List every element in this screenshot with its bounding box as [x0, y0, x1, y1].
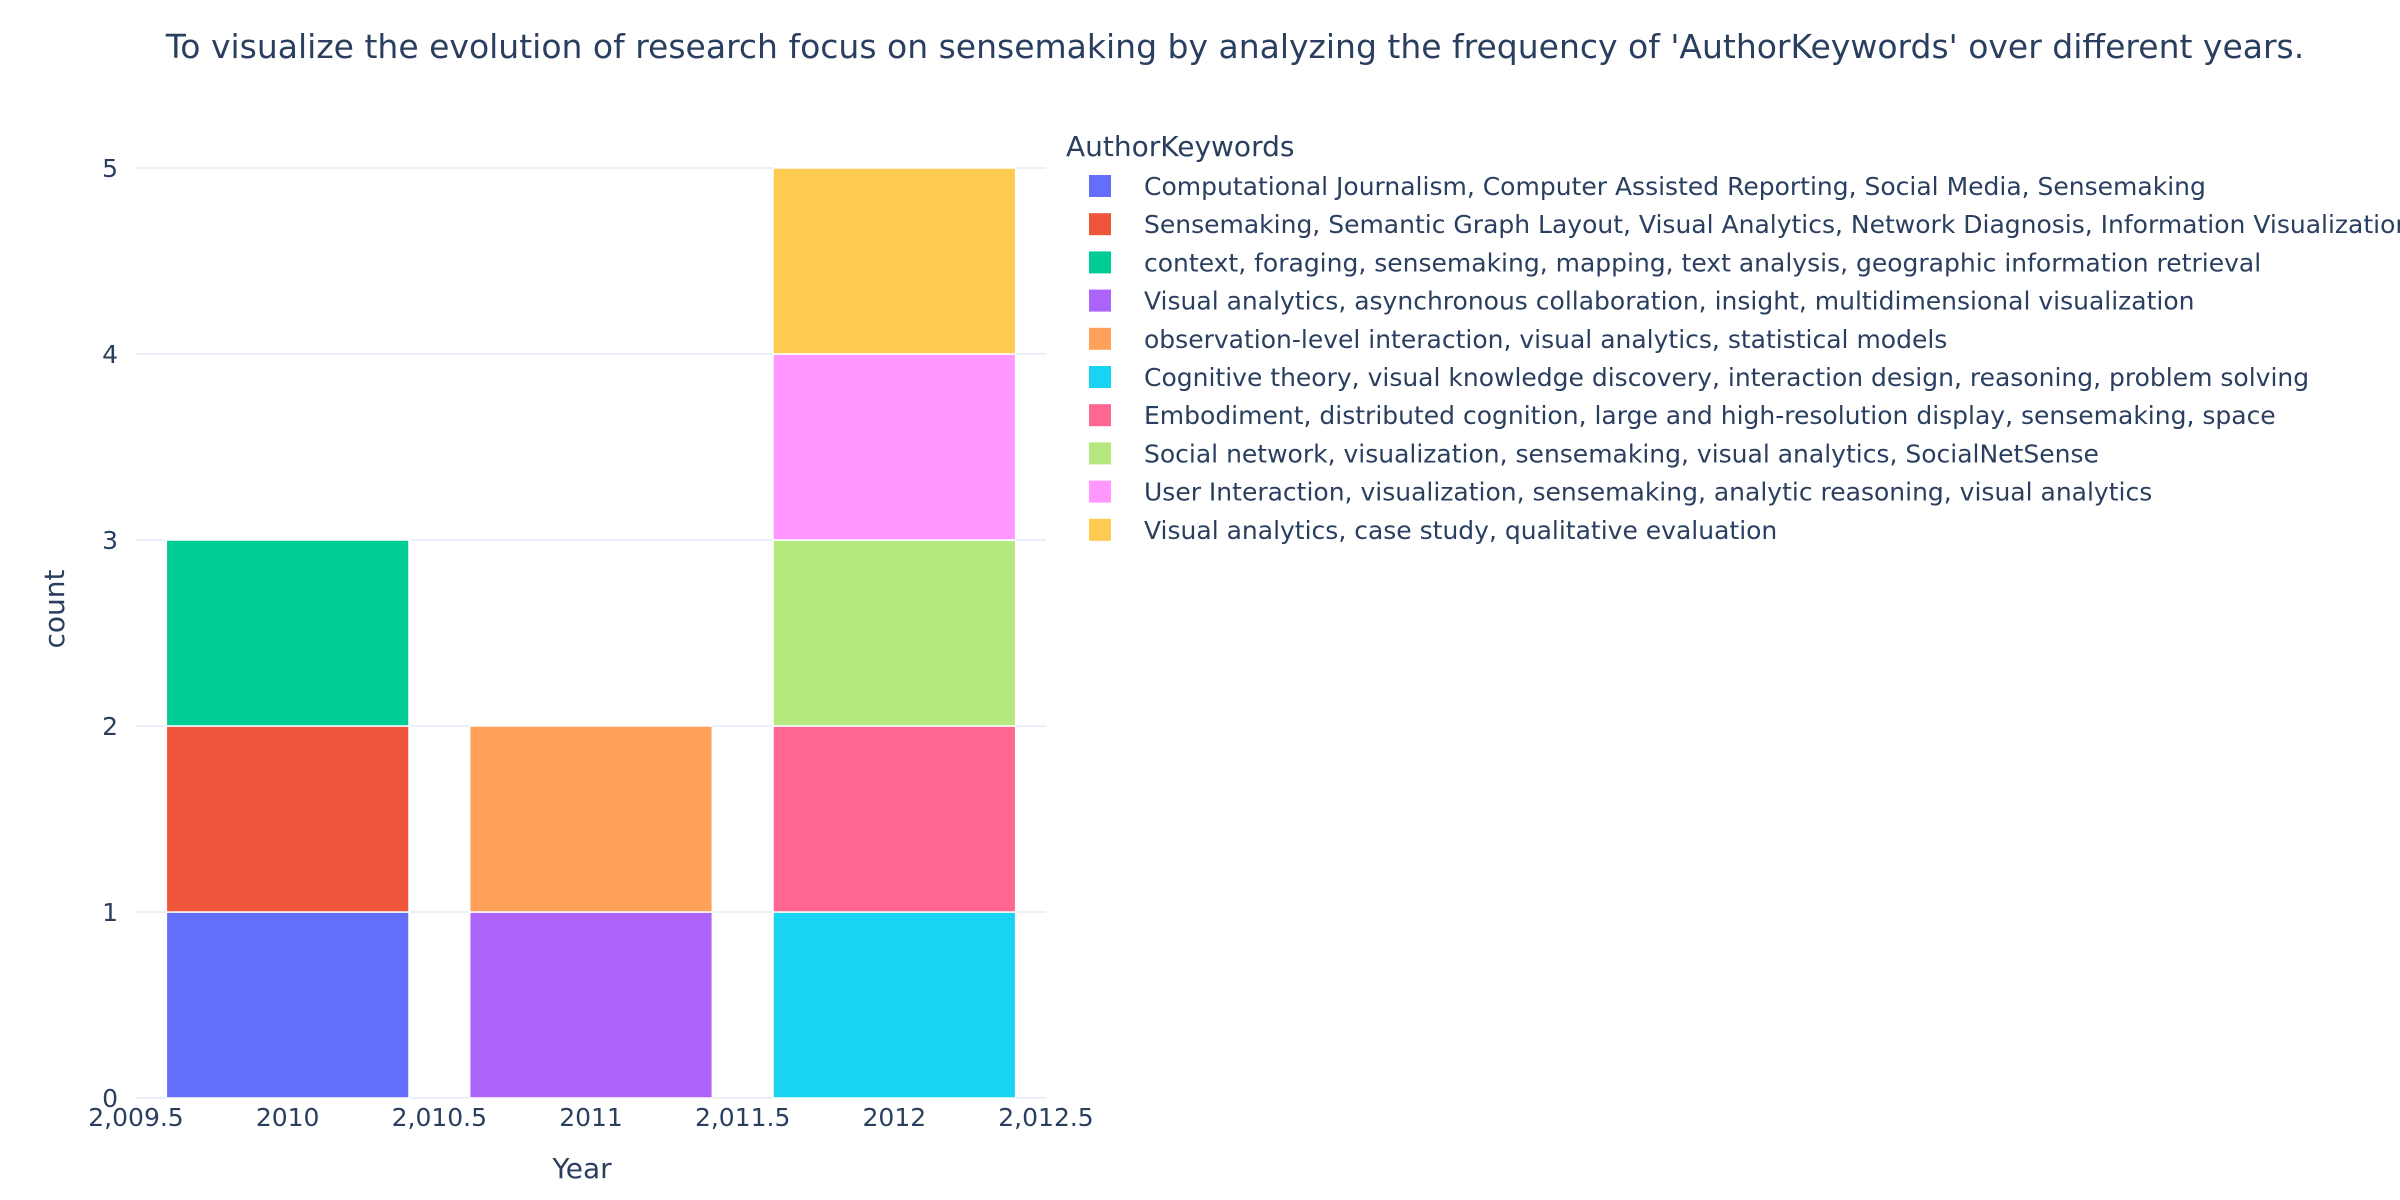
legend-item[interactable]: User Interaction, visualization, sensema… — [1089, 478, 2152, 507]
legend-swatch — [1089, 175, 1111, 197]
x-tick-label: 2011 — [559, 1103, 623, 1132]
legend-swatch — [1089, 442, 1111, 465]
bar-segment[interactable] — [165, 539, 410, 727]
x-tick-label: 2012 — [863, 1103, 927, 1132]
legend-swatch — [1089, 213, 1111, 236]
x-axis-ticks: 2,009.5 2010 2,010.5 2011 2,011.5 2012 2,012.5 — [88, 1103, 1093, 1132]
bar-segment[interactable] — [772, 353, 1017, 541]
y-tick-label: 1 — [102, 898, 118, 927]
y-tick-label: 4 — [102, 340, 118, 369]
legend-item[interactable]: Embodiment, distributed cognition, large… — [1089, 401, 2276, 430]
y-tick-label: 5 — [102, 154, 118, 183]
x-tick-label: 2,010.5 — [392, 1103, 487, 1132]
legend-swatch — [1089, 366, 1111, 388]
legend-label: Cognitive theory, visual knowledge disco… — [1144, 363, 2309, 392]
legend-label: Sensemaking, Semantic Graph Layout, Visu… — [1144, 210, 2400, 239]
x-axis-title: Year — [551, 1152, 612, 1185]
legend-item[interactable]: context, foraging, sensemaking, mapping,… — [1089, 248, 2261, 277]
legend-label: context, foraging, sensemaking, mapping,… — [1144, 248, 2261, 277]
legend-swatch — [1089, 404, 1111, 427]
bar-segment[interactable] — [772, 539, 1017, 727]
bar-segment[interactable] — [468, 725, 714, 913]
legend-label: Social network, visualization, sensemaki… — [1144, 439, 2099, 468]
legend-item[interactable]: Visual analytics, case study, qualitativ… — [1089, 516, 1777, 545]
legend-item[interactable]: observation-level interaction, visual an… — [1089, 325, 1947, 354]
legend-swatch — [1089, 251, 1111, 274]
bar-segment[interactable] — [165, 725, 410, 913]
legend-label: Embodiment, distributed cognition, large… — [1144, 401, 2276, 430]
chart-title: To visualize the evolution of research f… — [165, 27, 2304, 66]
bar-segment[interactable] — [772, 725, 1017, 913]
x-tick-label: 2,012.5 — [998, 1103, 1093, 1132]
legend-item[interactable]: Sensemaking, Semantic Graph Layout, Visu… — [1089, 210, 2400, 239]
legend-item[interactable]: Cognitive theory, visual knowledge disco… — [1089, 363, 2309, 392]
y-axis-ticks: 0 1 2 3 4 5 — [102, 154, 118, 1113]
legend-swatch — [1089, 518, 1111, 541]
legend-label: Visual analytics, asynchronous collabora… — [1144, 287, 2195, 316]
y-tick-label: 2 — [102, 712, 118, 741]
legend-label: User Interaction, visualization, sensema… — [1144, 478, 2152, 507]
y-tick-label: 3 — [102, 526, 118, 555]
legend-items[interactable]: Computational Journalism, Computer Assis… — [1089, 172, 2400, 545]
legend-title: AuthorKeywords — [1066, 130, 1294, 163]
x-tick-label: 2010 — [256, 1103, 320, 1132]
x-tick-label: 2,011.5 — [695, 1103, 790, 1132]
bar-segment[interactable] — [165, 911, 410, 1099]
bar-segment[interactable] — [772, 167, 1017, 355]
legend-swatch — [1089, 289, 1111, 312]
legend-swatch — [1089, 480, 1111, 503]
legend[interactable]: AuthorKeywords Computational Journalism,… — [1066, 130, 2400, 545]
y-tick-label: 0 — [102, 1084, 118, 1113]
bar-segment[interactable] — [468, 911, 714, 1099]
legend-item[interactable]: Social network, visualization, sensemaki… — [1089, 439, 2099, 468]
y-axis-title: count — [38, 569, 71, 648]
x-tick-label: 2,009.5 — [88, 1103, 183, 1132]
legend-item[interactable]: Visual analytics, asynchronous collabora… — [1089, 287, 2195, 316]
bar-segment[interactable] — [772, 911, 1017, 1099]
bars — [165, 167, 1017, 1099]
legend-label: Visual analytics, case study, qualitativ… — [1144, 516, 1777, 545]
legend-label: Computational Journalism, Computer Assis… — [1144, 172, 2206, 201]
legend-label: observation-level interaction, visual an… — [1144, 325, 1947, 354]
legend-swatch — [1089, 327, 1111, 350]
legend-item[interactable]: Computational Journalism, Computer Assis… — [1089, 172, 2206, 201]
